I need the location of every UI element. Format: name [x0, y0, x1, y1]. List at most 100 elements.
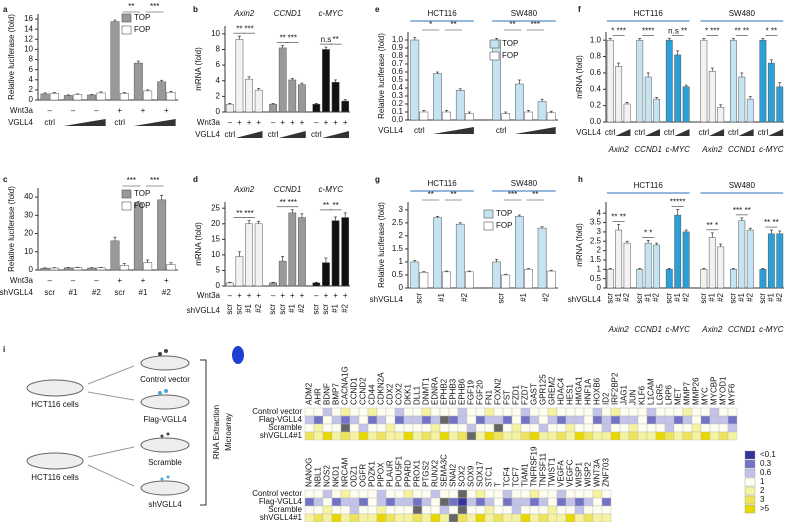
legend-swatch	[744, 450, 756, 460]
gene-label: NKD1	[332, 465, 341, 487]
y-tick-label: 2	[399, 231, 404, 240]
significance: * ***	[611, 27, 626, 36]
heat-cell	[376, 505, 387, 515]
legend-swatch	[489, 51, 500, 61]
heat-cell	[412, 415, 423, 425]
row-cell: #2	[745, 292, 754, 301]
heat-cell	[538, 431, 549, 441]
heat-cell	[583, 415, 594, 425]
heat-cell	[601, 431, 612, 441]
y-tick-label: 0.4	[590, 84, 602, 93]
heat-cell	[520, 407, 531, 417]
heat-cell	[601, 505, 612, 515]
heat-cell	[529, 505, 540, 515]
bar	[298, 217, 306, 287]
bar	[225, 282, 234, 287]
heat-cell	[682, 423, 693, 433]
heat-cell	[394, 431, 405, 441]
header: SW480	[511, 9, 538, 18]
y-tick-label: 10	[211, 29, 220, 38]
y-tick-label: 0.8	[590, 52, 602, 61]
y-tick-label: 16	[24, 14, 33, 23]
heat-cell	[421, 407, 432, 417]
heat-cell	[556, 497, 567, 507]
row-cell: #2	[622, 292, 631, 301]
heat-cell	[475, 497, 486, 507]
heat-cell	[547, 431, 558, 441]
row-label: shVGLL4	[187, 306, 221, 315]
y-axis-label: Relative luciferase (fold)	[377, 202, 386, 288]
bar	[729, 269, 737, 289]
group-label: Axin2	[608, 325, 630, 334]
row-cell: #2	[297, 303, 306, 312]
wedge	[133, 119, 176, 126]
heat-cell	[448, 489, 459, 499]
heat-cell	[592, 513, 603, 522]
heat-cell	[565, 407, 576, 417]
heat-cell	[412, 497, 423, 507]
heat-cell	[376, 423, 387, 433]
significance: * ***	[705, 27, 720, 36]
heat-cell	[574, 415, 585, 425]
row-label: Control vector	[252, 407, 302, 416]
significance: **	[450, 190, 456, 199]
bar	[110, 21, 120, 101]
heat-cell	[439, 513, 450, 522]
gene-label: PROX1	[413, 459, 422, 487]
gene-label: KLF6	[638, 385, 647, 405]
heat-cell	[592, 415, 603, 425]
significance: ***	[531, 20, 540, 29]
row-cell: #1	[331, 303, 340, 312]
y-tick-label: 10	[211, 250, 220, 259]
heat-cell	[367, 489, 378, 499]
heat-cell	[502, 497, 513, 507]
heat-cell	[430, 497, 441, 507]
row-cell: +	[290, 118, 295, 127]
heat-cell	[583, 513, 594, 522]
y-tick-label: 0.0	[392, 115, 404, 124]
row-cell: +	[117, 106, 122, 115]
gene-label: EDNRA	[431, 376, 440, 405]
heat-cell	[340, 407, 351, 417]
row-cell: scr	[728, 293, 737, 304]
heat-cell	[403, 489, 414, 499]
heat-cell	[529, 489, 540, 499]
heat-cell	[430, 423, 441, 433]
heat-cell	[565, 415, 576, 425]
y-tick-label: 0	[216, 281, 221, 290]
row-label: Wnt3a	[10, 106, 34, 115]
heat-cell	[403, 505, 414, 515]
row-cell: –	[271, 118, 276, 127]
bar	[269, 282, 277, 287]
heat-cell	[349, 505, 360, 515]
heat-cell	[493, 513, 504, 522]
heat-cell	[376, 431, 387, 441]
y-tick-label: 2	[29, 85, 34, 94]
heat-cell	[439, 407, 450, 417]
row-cell: ctrl	[224, 130, 235, 139]
y-tick-label: 0.2	[590, 101, 602, 110]
heat-cell	[466, 505, 477, 515]
heat-cell	[511, 431, 522, 441]
heat-cell	[376, 415, 387, 425]
heat-cell	[592, 497, 603, 507]
y-tick-label: 8	[216, 45, 221, 54]
bar	[606, 39, 614, 123]
heat-cell	[385, 497, 396, 507]
heat-cell	[538, 423, 549, 433]
heat-cell	[403, 407, 414, 417]
row-cell: scr	[699, 293, 708, 304]
panel-letter: f	[578, 5, 581, 14]
particle	[158, 391, 162, 395]
na-cell	[439, 497, 450, 507]
gene-label: FN1	[485, 389, 494, 405]
y-tick-label: 8	[29, 55, 34, 64]
heat-cell	[673, 415, 684, 425]
row-cell: –	[94, 276, 99, 285]
group-label: Axin2	[233, 9, 255, 18]
header: SW480	[729, 181, 756, 190]
heat-cell	[574, 423, 585, 433]
gene-label: TNFRSF19	[530, 446, 539, 487]
row-cell: scr	[635, 293, 644, 304]
